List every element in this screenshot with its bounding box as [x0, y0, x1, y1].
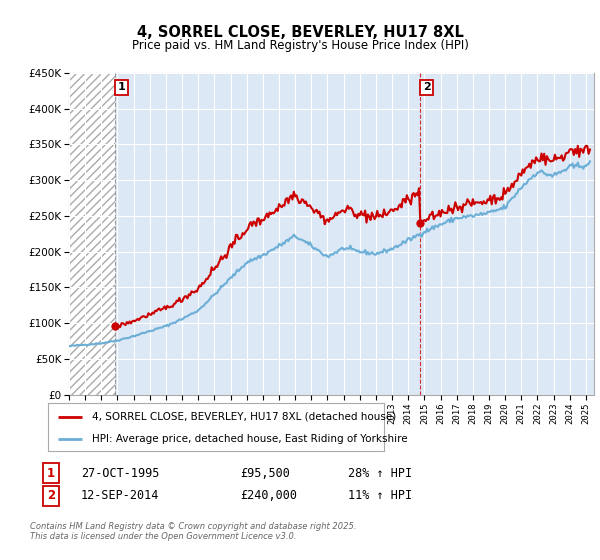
Bar [69, 73, 115, 395]
Text: 1: 1 [118, 82, 125, 92]
Text: 12-SEP-2014: 12-SEP-2014 [81, 489, 160, 502]
Text: Contains HM Land Registry data © Crown copyright and database right 2025.
This d: Contains HM Land Registry data © Crown c… [30, 522, 356, 542]
Text: 2: 2 [47, 489, 55, 502]
Text: 27-OCT-1995: 27-OCT-1995 [81, 466, 160, 480]
Text: 4, SORREL CLOSE, BEVERLEY, HU17 8XL (detached house): 4, SORREL CLOSE, BEVERLEY, HU17 8XL (det… [92, 412, 396, 422]
Text: Price paid vs. HM Land Registry's House Price Index (HPI): Price paid vs. HM Land Registry's House … [131, 39, 469, 52]
Text: 4, SORREL CLOSE, BEVERLEY, HU17 8XL: 4, SORREL CLOSE, BEVERLEY, HU17 8XL [137, 25, 463, 40]
Text: £95,500: £95,500 [240, 466, 290, 480]
Text: 1: 1 [47, 466, 55, 480]
Text: 11% ↑ HPI: 11% ↑ HPI [348, 489, 412, 502]
Text: 2: 2 [423, 82, 431, 92]
Text: HPI: Average price, detached house, East Riding of Yorkshire: HPI: Average price, detached house, East… [92, 434, 407, 444]
Text: £240,000: £240,000 [240, 489, 297, 502]
Text: 28% ↑ HPI: 28% ↑ HPI [348, 466, 412, 480]
